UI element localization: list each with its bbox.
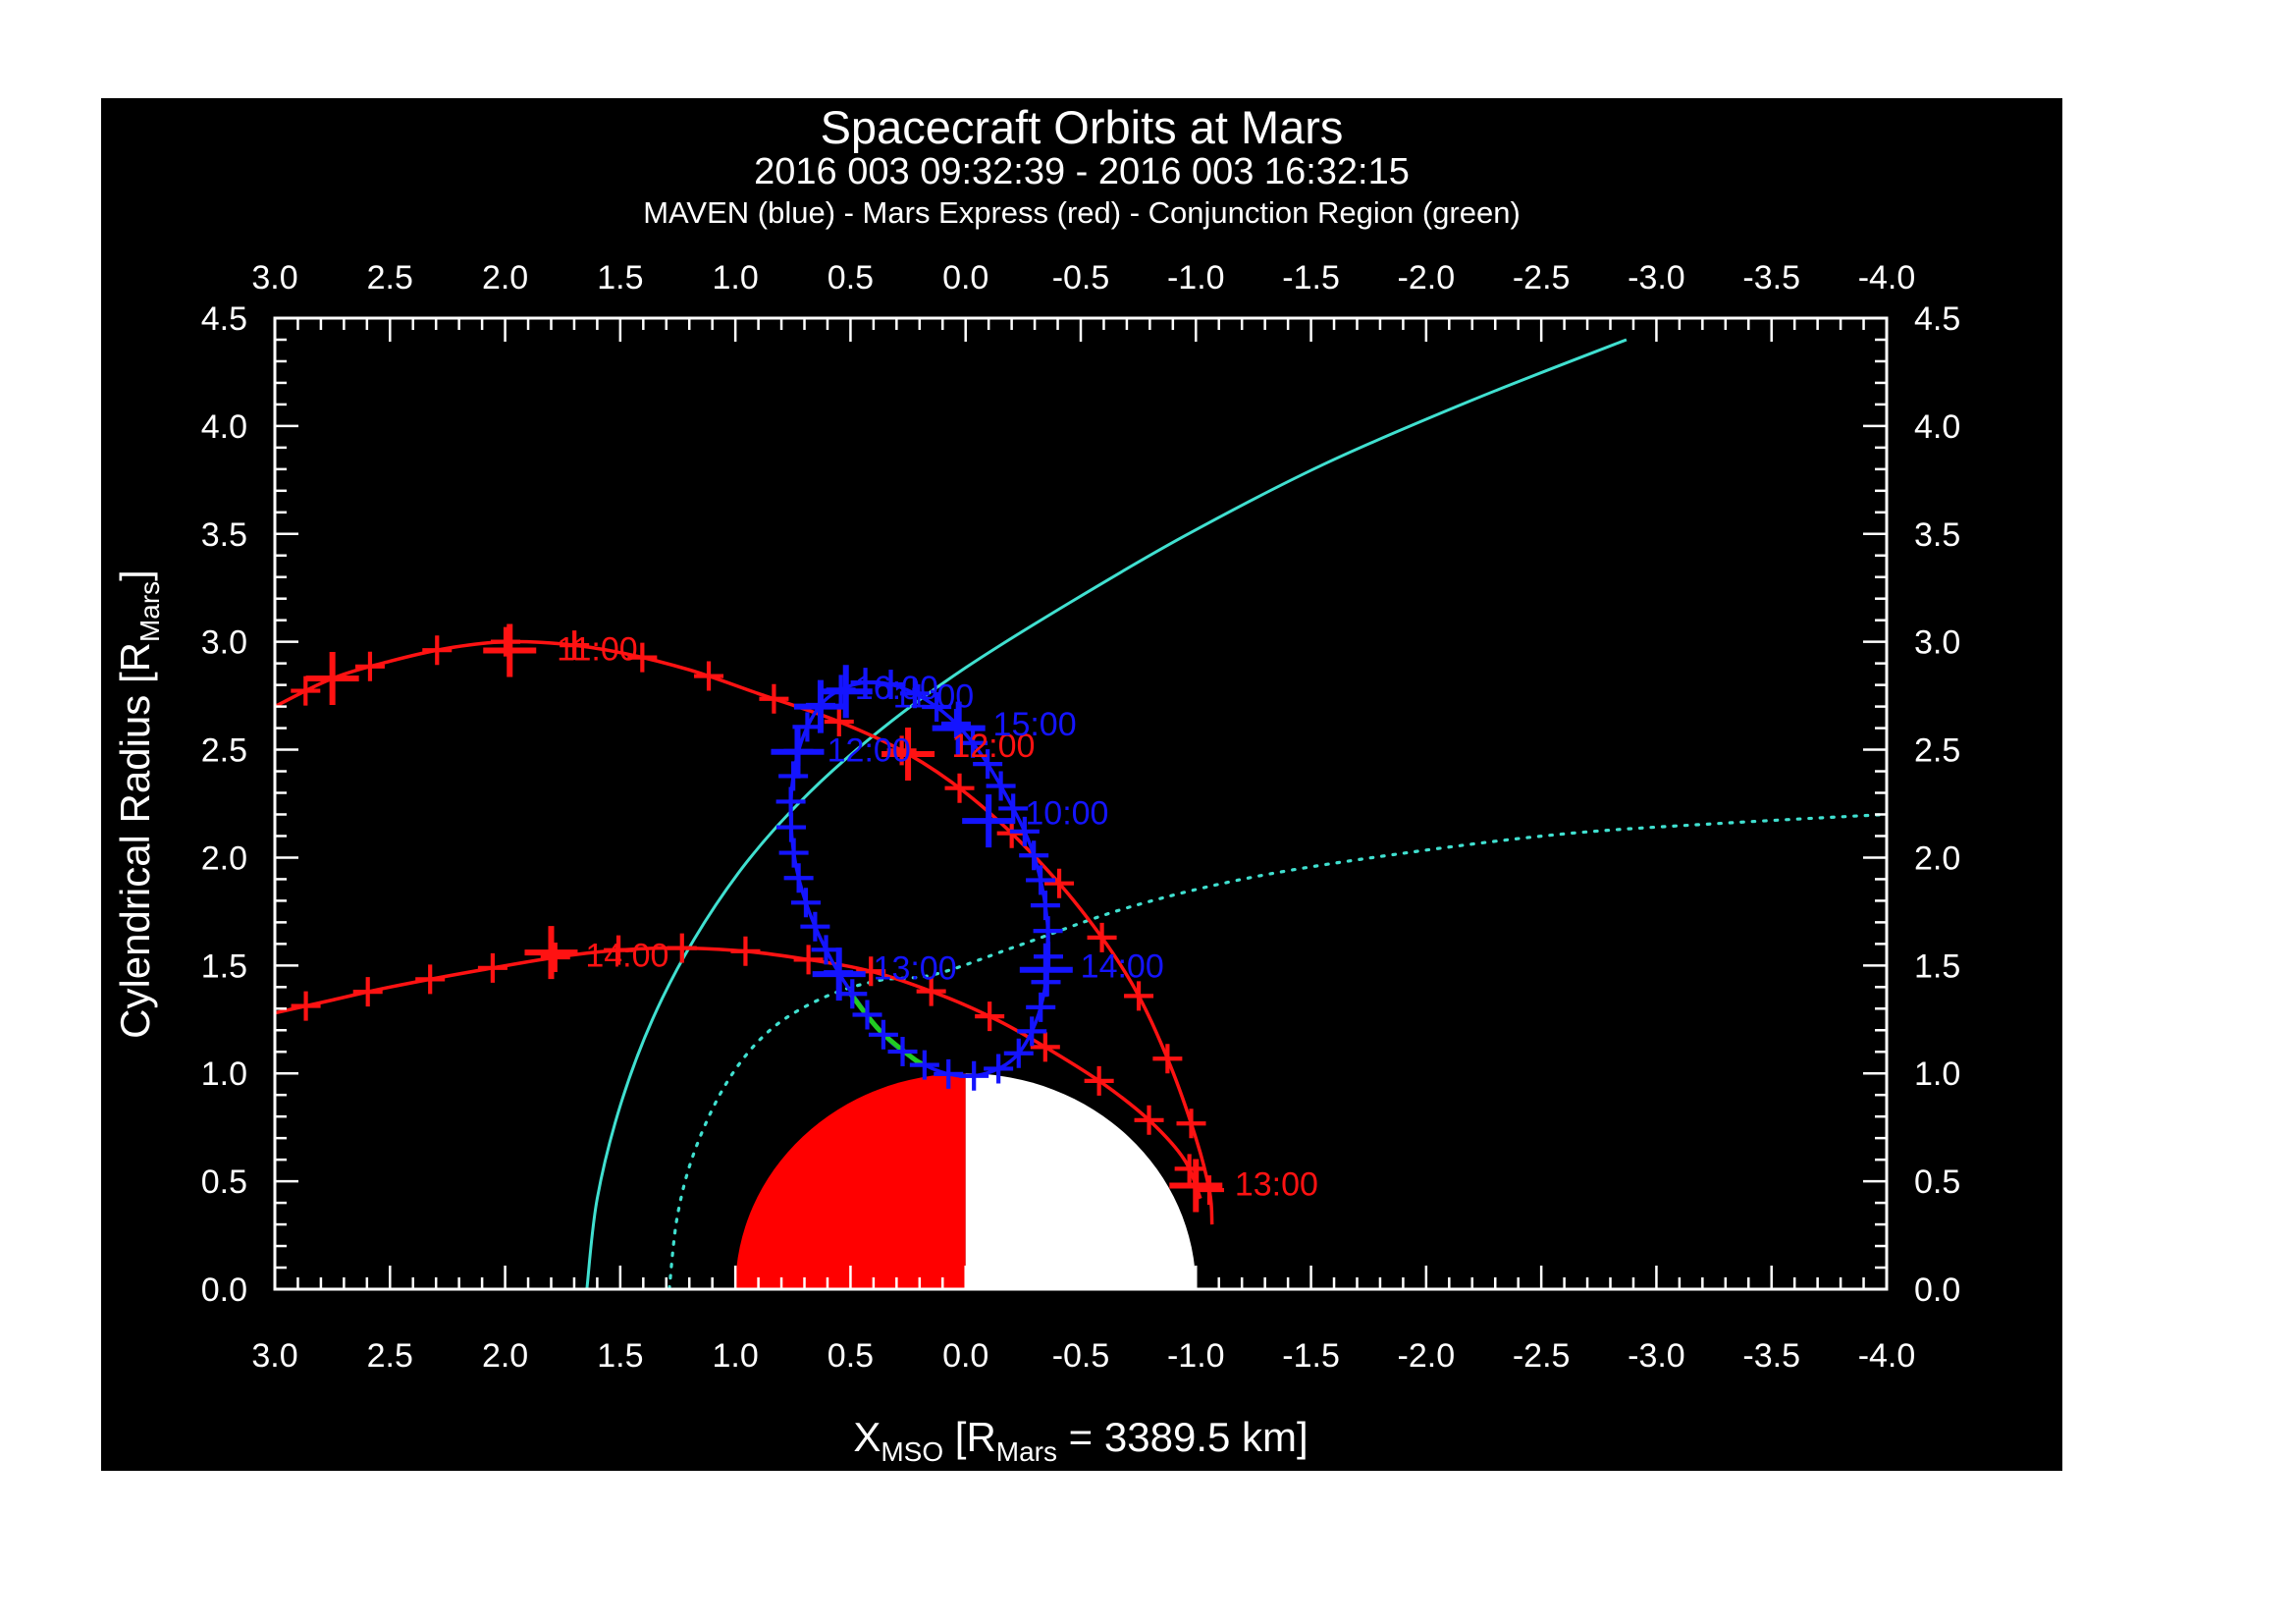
y-left-tick-label: 4.5 (201, 300, 247, 338)
x-top-tick-label: -2.0 (1398, 259, 1456, 297)
x-bottom-tick-label: 1.5 (597, 1337, 643, 1375)
x-bottom-tick-label: 2.5 (367, 1337, 413, 1375)
magnetic-pileup-boundary-curve (667, 812, 1887, 1289)
x-bottom-tick-label: -0.5 (1052, 1337, 1110, 1375)
x-top-tick-label: 0.0 (942, 259, 988, 297)
maven-time-label: 15:00 (993, 706, 1077, 743)
y-axis-title: Cylendrical Radius [RMars] (112, 569, 165, 1039)
y-right-tick-label: 2.5 (1914, 732, 1960, 770)
x-bottom-tick-label: -2.0 (1398, 1337, 1456, 1375)
x-top-tick-label: 2.0 (482, 259, 528, 297)
mars-nightside (965, 1073, 1197, 1289)
plot-legend: MAVEN (blue) - Mars Express (red) - Conj… (643, 195, 1521, 230)
x-top-tick-label: 1.5 (597, 259, 643, 297)
x-bottom-tick-label: 3.0 (251, 1337, 297, 1375)
maven-time-label: 16:00 (855, 670, 938, 707)
y-right-tick-label: 0.5 (1914, 1163, 1960, 1201)
y-left-tick-label: 1.5 (201, 947, 247, 985)
x-top-tick-label: -0.5 (1052, 259, 1110, 297)
hour-markers-layer (305, 623, 1223, 1213)
maven-time-label: 10:00 (1025, 794, 1108, 832)
x-bottom-tick-label: -1.5 (1282, 1337, 1340, 1375)
x-bottom-tick-label: -3.0 (1628, 1337, 1685, 1375)
maven-time-label: 11:00 (893, 678, 975, 716)
x-top-tick-label: -2.5 (1513, 259, 1571, 297)
mars-express-time-label: 11:00 (557, 630, 638, 668)
x-top-tick-label: -4.0 (1858, 259, 1916, 297)
x-bottom-tick-label: 0.0 (942, 1337, 988, 1375)
y-right-tick-label: 1.0 (1914, 1055, 1960, 1093)
y-right-tick-label: 1.5 (1914, 947, 1960, 985)
y-left-tick-label: 0.0 (201, 1271, 247, 1309)
maven-time-label: 12:00 (828, 732, 911, 770)
x-bottom-tick-label: 2.0 (482, 1337, 528, 1375)
plot-title: Spacecraft Orbits at Mars (820, 101, 1344, 153)
x-top-tick-label: -1.5 (1282, 259, 1340, 297)
x-top-tick-label: 0.5 (828, 259, 874, 297)
x-bottom-tick-label: 1.0 (713, 1337, 759, 1375)
axis-ticks (273, 316, 1889, 1291)
y-left-tick-label: 2.5 (201, 732, 247, 770)
mars-express-time-label: 14:00 (585, 937, 668, 974)
y-right-tick-label: 3.0 (1914, 624, 1960, 662)
mars-express-time-label: 12:00 (951, 728, 1035, 765)
y-right-tick-label: 2.0 (1914, 839, 1960, 877)
y-left-tick-label: 3.5 (201, 516, 247, 554)
x-bottom-tick-label: -1.0 (1167, 1337, 1225, 1375)
y-right-tick-label: 0.0 (1914, 1271, 1960, 1309)
bow-shock-curve (585, 338, 1628, 1289)
x-top-tick-label: 1.0 (713, 259, 759, 297)
x-top-tick-label: -1.0 (1167, 259, 1225, 297)
y-right-tick-label: 4.5 (1914, 300, 1960, 338)
tick-labels: 3.0 3.0 2.5 2.5 2.0 2.0 1.5 1.5 1.0 1.0 0.5 0.5 0.0 0… (201, 259, 1961, 1375)
maven-time-label: 14:00 (1081, 947, 1164, 985)
x-top-tick-label: -3.5 (1742, 259, 1800, 297)
x-bottom-tick-label: -3.5 (1742, 1337, 1800, 1375)
mars-dayside (735, 1073, 966, 1289)
x-bottom-tick-label: -2.5 (1513, 1337, 1571, 1375)
mars-express-time-label: 13:00 (1235, 1165, 1318, 1203)
y-left-tick-label: 1.0 (201, 1055, 247, 1093)
x-top-tick-label: 2.5 (367, 259, 413, 297)
y-left-tick-label: 0.5 (201, 1163, 247, 1201)
y-right-tick-label: 4.0 (1914, 408, 1960, 446)
y-right-tick-label: 3.5 (1914, 516, 1960, 554)
x-bottom-tick-label: 0.5 (828, 1337, 874, 1375)
maven-time-label: 13:00 (874, 950, 957, 988)
y-left-tick-label: 4.0 (201, 408, 247, 446)
plot-subtitle: 2016 003 09:32:39 - 2016 003 16:32:15 (754, 151, 1410, 192)
y-left-tick-label: 2.0 (201, 839, 247, 877)
y-left-tick-label: 3.0 (201, 624, 247, 662)
x-top-tick-label: 3.0 (251, 259, 297, 297)
x-axis-title: XMSO [RMars = 3389.5 km] (853, 1414, 1308, 1467)
x-top-tick-label: -3.0 (1628, 259, 1685, 297)
x-bottom-tick-label: -4.0 (1858, 1337, 1916, 1375)
time-labels-layer: 11:0012:0013:0014:0016:0011:0015:0012:00… (557, 630, 1318, 1203)
